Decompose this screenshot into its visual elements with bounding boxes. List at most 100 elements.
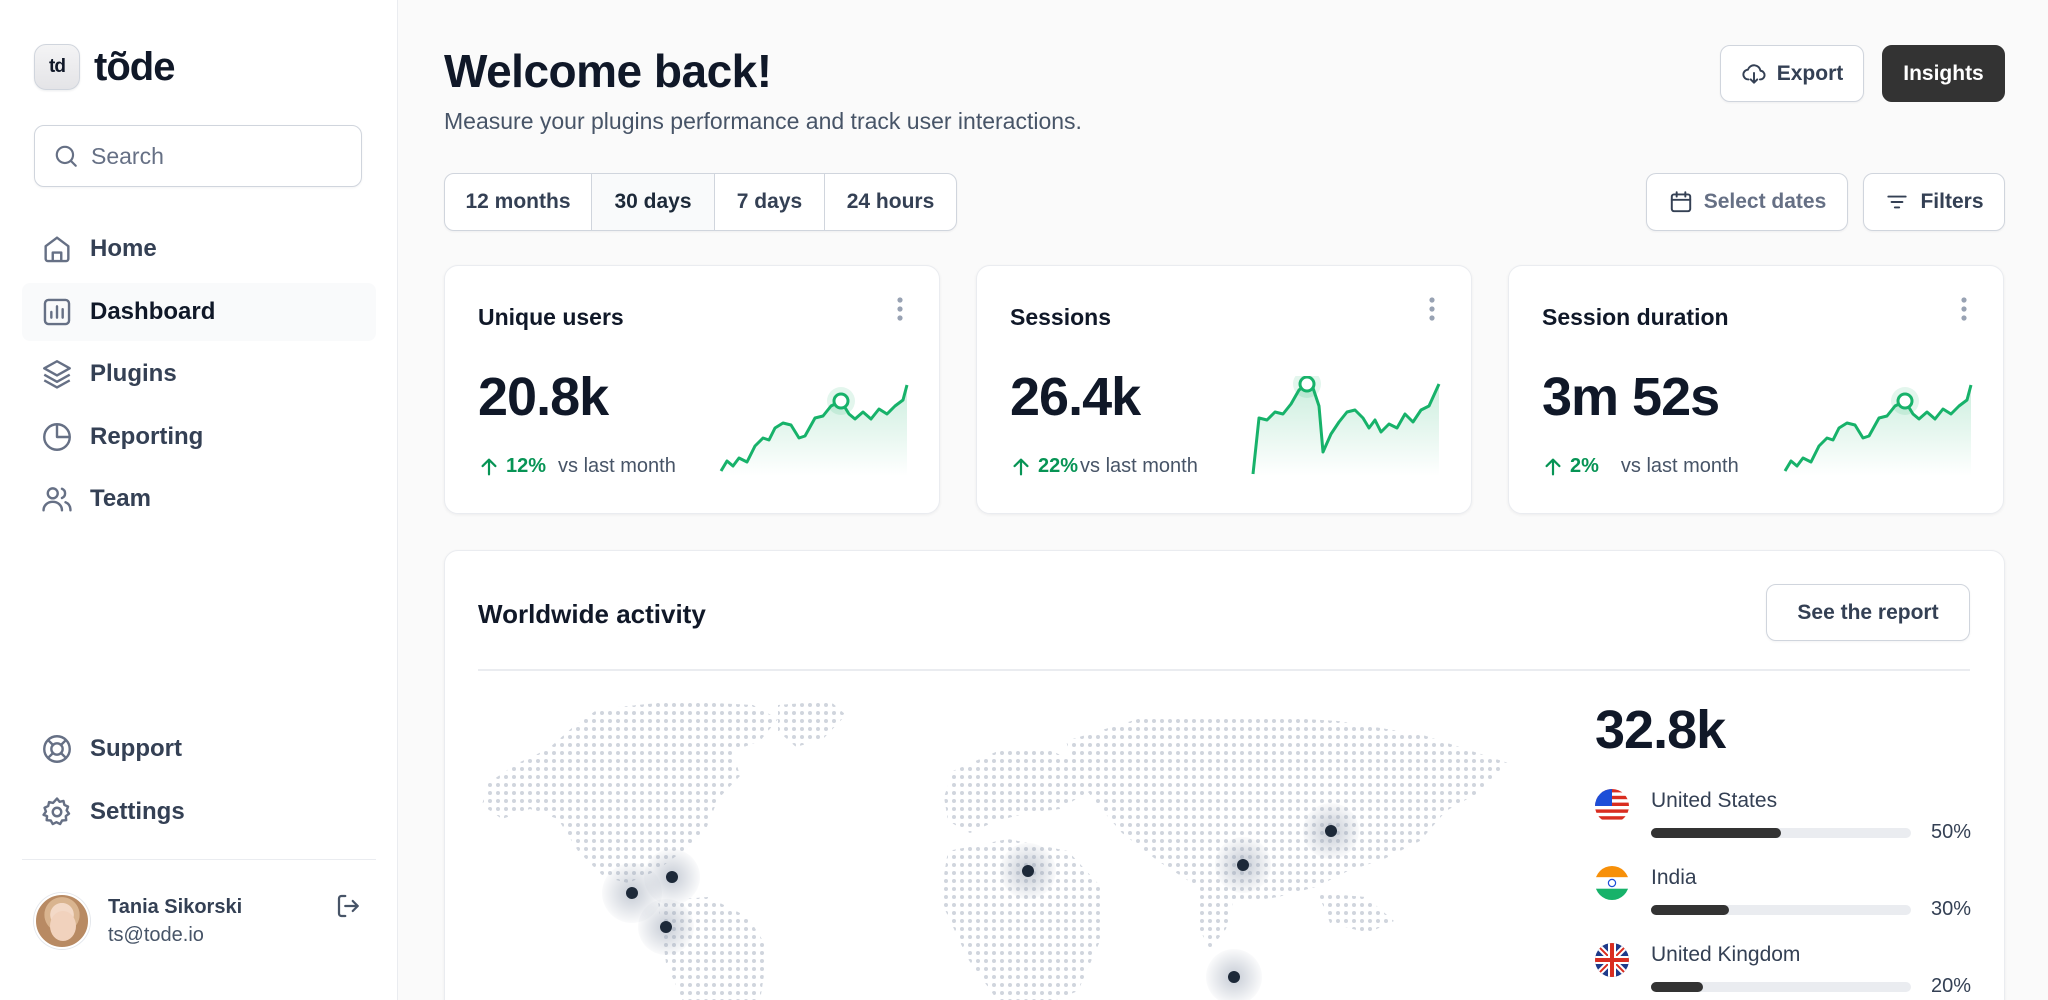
metric-change-percent: 22% [1038,455,1079,477]
nav-item-settings[interactable]: Settings [22,783,376,841]
export-button[interactable]: Export [1720,45,1864,102]
search-icon [55,145,77,167]
sparkline-chart [719,384,909,476]
panel-title: Worldwide activity [478,599,706,629]
filters-label: Filters [1920,190,1984,213]
arrow-up-icon [1013,458,1029,475]
country-name: United States [1651,789,1778,812]
metric-change: 22% vs last month [1010,455,1198,478]
metric-title: Session duration [1542,304,1729,330]
logout-icon[interactable] [334,891,364,921]
search-box[interactable] [34,125,362,187]
main-nav: Home Dashboard Plugins Reporting Team [22,220,376,533]
activity-markers [602,803,1359,1000]
select-dates-button[interactable]: Select dates [1646,173,1848,231]
country-bar [1651,828,1911,838]
nav-item-reporting[interactable]: Reporting [22,408,376,466]
page-subtitle: Measure your plugins performance and tra… [444,108,1082,134]
range-7-days[interactable]: 7 days [715,174,825,230]
metric-value: 26.4k [1010,367,1141,427]
secondary-nav: Support Settings [22,720,376,845]
nav-item-label: Home [90,235,157,262]
bar-chart-icon [43,298,71,325]
metric-card-sessions: Sessions 26.4k 22% vs last month [976,265,1472,514]
nav-item-support[interactable]: Support [22,720,376,778]
metric-card-session-duration: Session duration 3m 52s 2% vs last month [1508,265,2004,514]
metric-value: 20.8k [478,367,609,427]
metric-compare-label: vs last month [1620,455,1739,477]
uk-flag-icon [1595,943,1629,977]
sidebar: td tõde Home Dashboard Plugins Reporting… [0,0,398,1000]
nav-item-team[interactable]: Team [22,470,376,528]
user-profile: Tania Sikorski ts@tode.io [34,893,364,949]
user-email: ts@tode.io [108,924,204,946]
metric-title: Unique users [478,304,624,330]
metric-change-percent: 12% [506,455,547,477]
page-title: Welcome back! [444,45,772,97]
more-vertical-icon[interactable] [1427,296,1437,322]
cloud-download-icon [1742,63,1766,84]
nav-item-label: Plugins [90,360,177,387]
life-buoy-icon [43,735,71,763]
insights-button[interactable]: Insights [1882,45,2005,102]
metric-change: 12% vs last month [478,455,676,478]
nav-item-label: Reporting [90,422,204,450]
metric-card-unique-users: Unique users 20.8k 12% vs last month [444,265,940,514]
sidebar-divider [22,859,376,860]
india-flag-icon [1595,866,1629,900]
country-bar-fill [1651,905,1729,915]
country-row-united-kingdom: United Kingdom 20% [1595,943,1971,1000]
range-24-hours[interactable]: 24 hours [846,190,935,213]
country-percent: 30% [1930,898,1971,920]
user-info: Tania Sikorski ts@tode.io [108,893,316,949]
time-range-selector: 12 months 30 days 7 days 24 hours [444,173,957,231]
worldwide-activity-panel: Worldwide activity See the report [444,550,2005,1000]
metric-change-percent: 2% [1570,455,1599,477]
logo-mark: td [34,44,80,90]
nav-item-label: Team [90,485,151,512]
country-percent: 20% [1930,975,1971,997]
see-report-button[interactable]: See the report [1766,584,1970,641]
nav-item-plugins[interactable]: Plugins [22,345,376,403]
country-percent: 50% [1930,821,1971,843]
nav-item-label: Settings [90,797,185,825]
select-dates-label: Select dates [1703,190,1827,213]
user-name: Tania Sikorski [108,896,243,918]
metric-value: 3m 52s [1542,367,1720,427]
nav-item-dashboard[interactable]: Dashboard [22,282,376,341]
country-bar [1651,982,1911,992]
world-map [482,701,1508,1000]
range-12-months[interactable]: 12 months [445,174,592,230]
layers-icon [43,360,71,389]
metric-title: Sessions [1010,304,1111,330]
filter-lines-icon [1887,195,1908,209]
avatar[interactable] [34,893,90,949]
metric-compare-label: vs last month [558,455,676,477]
sparkline-chart [1251,376,1441,476]
insights-label: Insights [1903,61,1984,85]
search-input[interactable] [91,142,341,170]
see-report-label: See the report [1797,600,1939,624]
activity-total: 32.8k [1595,700,1726,760]
logo[interactable]: td tõde [34,44,175,90]
main-content: Welcome back! Measure your plugins perfo… [399,0,2048,1000]
arrow-up-icon [1545,458,1561,475]
more-vertical-icon[interactable] [895,296,905,322]
range-30-days[interactable]: 30 days [592,174,715,230]
nav-item-home[interactable]: Home [22,220,376,278]
nav-item-label: Dashboard [90,297,216,325]
arrow-up-icon [481,458,497,475]
home-icon [44,236,70,263]
sparkline-chart [1783,384,1973,476]
panel-divider [478,669,1970,671]
calendar-icon [1670,191,1691,213]
pie-chart-icon [43,422,71,451]
country-row-united-states: United States 50% [1595,789,1971,849]
logo-text: tõde [94,44,175,89]
metric-change: 2% vs last month [1542,455,1739,478]
users-icon [42,487,72,512]
country-row-india: India 30% [1595,866,1971,926]
country-bar [1651,905,1911,915]
more-vertical-icon[interactable] [1959,296,1969,322]
filters-button[interactable]: Filters [1863,173,2005,231]
